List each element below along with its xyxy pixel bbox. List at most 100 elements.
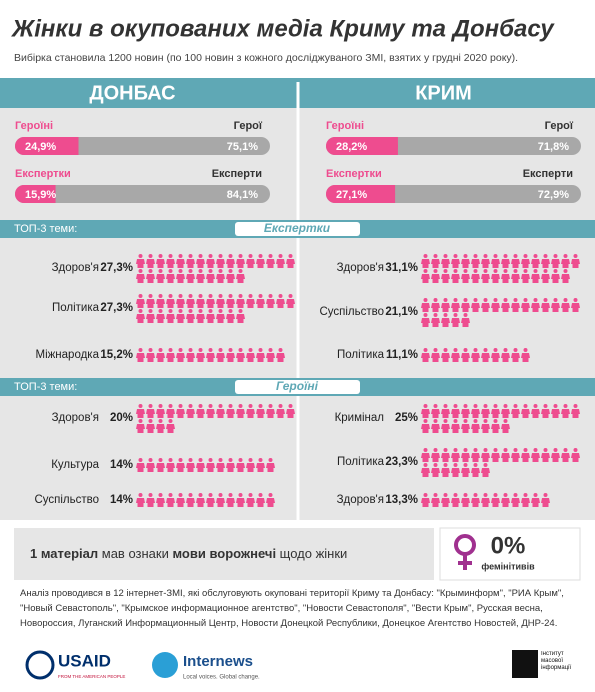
person-icon <box>246 404 255 418</box>
person-icon <box>571 298 580 312</box>
icon-head <box>158 294 163 298</box>
person-icon <box>431 254 440 268</box>
icon-head <box>268 404 273 408</box>
person-icon <box>491 348 500 362</box>
icon-head <box>423 298 428 302</box>
icon-head <box>423 254 428 258</box>
icon-body <box>541 498 550 507</box>
icon-body <box>166 409 175 418</box>
icon-head <box>238 294 243 298</box>
icon-head <box>138 493 143 497</box>
icon-head <box>178 458 183 462</box>
person-icon <box>481 419 490 433</box>
icon-head <box>138 254 143 258</box>
icon-body <box>451 318 460 327</box>
icon-body <box>471 468 480 477</box>
person-icon <box>216 309 225 323</box>
person-icon <box>421 313 430 327</box>
icon-body <box>461 303 470 312</box>
icon-head <box>158 458 163 462</box>
icon-head <box>443 269 448 273</box>
topic: Здоров'я <box>52 412 99 424</box>
icon-head <box>463 298 468 302</box>
icon-body <box>196 259 205 268</box>
icon-head <box>198 458 203 462</box>
icon-body <box>246 299 255 308</box>
person-icon <box>521 348 530 362</box>
icon-head <box>503 493 508 497</box>
icon-head <box>168 404 173 408</box>
person-icon <box>441 448 450 462</box>
icon-body <box>571 303 580 312</box>
icon-body <box>226 353 235 362</box>
icon-body <box>421 259 430 268</box>
person-icon <box>166 269 175 283</box>
bar-value: 84,1% <box>227 189 258 201</box>
icon-body <box>276 409 285 418</box>
icon-head <box>148 269 153 273</box>
icon-body <box>451 303 460 312</box>
person-icon <box>531 448 540 462</box>
icon-body <box>136 314 145 323</box>
icon-head <box>513 254 518 258</box>
icon-body <box>501 498 510 507</box>
icon-body <box>146 274 155 283</box>
person-icon <box>561 269 570 283</box>
topic: Суспільство <box>319 306 384 318</box>
icon-body <box>226 409 235 418</box>
icon-head <box>463 348 468 352</box>
icon-body <box>166 424 175 433</box>
icon-head <box>533 269 538 273</box>
icon-head <box>493 298 498 302</box>
person-icon <box>541 269 550 283</box>
person-icon <box>511 448 520 462</box>
person-icon <box>421 419 430 433</box>
person-icon <box>491 493 500 507</box>
icon-body <box>266 259 275 268</box>
icon-body <box>451 424 460 433</box>
icon-head <box>463 269 468 273</box>
title: Жінки в окупованих медіа Криму та Донбас… <box>10 15 555 42</box>
icon-head <box>533 298 538 302</box>
icon-body <box>166 299 175 308</box>
person-icon <box>451 419 460 433</box>
icon-head <box>573 298 578 302</box>
person-icon <box>431 269 440 283</box>
person-icon <box>501 493 510 507</box>
person-icon <box>236 404 245 418</box>
icon-body <box>541 453 550 462</box>
person-icon <box>146 269 155 283</box>
person-icon <box>471 269 480 283</box>
icon-head <box>138 294 143 298</box>
person-icon <box>531 269 540 283</box>
icon-body <box>471 274 480 283</box>
icon-body <box>196 274 205 283</box>
person-icon <box>491 419 500 433</box>
icon-body <box>176 299 185 308</box>
person-icon <box>461 463 470 477</box>
icon-body <box>531 259 540 268</box>
icon-body <box>501 424 510 433</box>
person-icon <box>276 294 285 308</box>
icon-head <box>423 463 428 467</box>
person-icon <box>166 348 175 362</box>
statement-part: мав ознаки <box>98 546 172 561</box>
person-icon <box>146 348 155 362</box>
person-icon <box>156 348 165 362</box>
statement-part: мови ворожнечі <box>172 546 276 561</box>
person-icon <box>461 493 470 507</box>
person-icon <box>196 309 205 323</box>
icon-head <box>168 294 173 298</box>
icon-body <box>136 299 145 308</box>
person-icon <box>431 448 440 462</box>
icon-head <box>178 254 183 258</box>
icon-head <box>178 269 183 273</box>
icon-body <box>136 259 145 268</box>
icon-body <box>176 463 185 472</box>
icon-body <box>431 498 440 507</box>
bar-label: Експерти <box>212 168 262 180</box>
icon-head <box>208 254 213 258</box>
bar-label: Герої <box>234 120 263 132</box>
icon-head <box>453 493 458 497</box>
icon-body <box>501 274 510 283</box>
